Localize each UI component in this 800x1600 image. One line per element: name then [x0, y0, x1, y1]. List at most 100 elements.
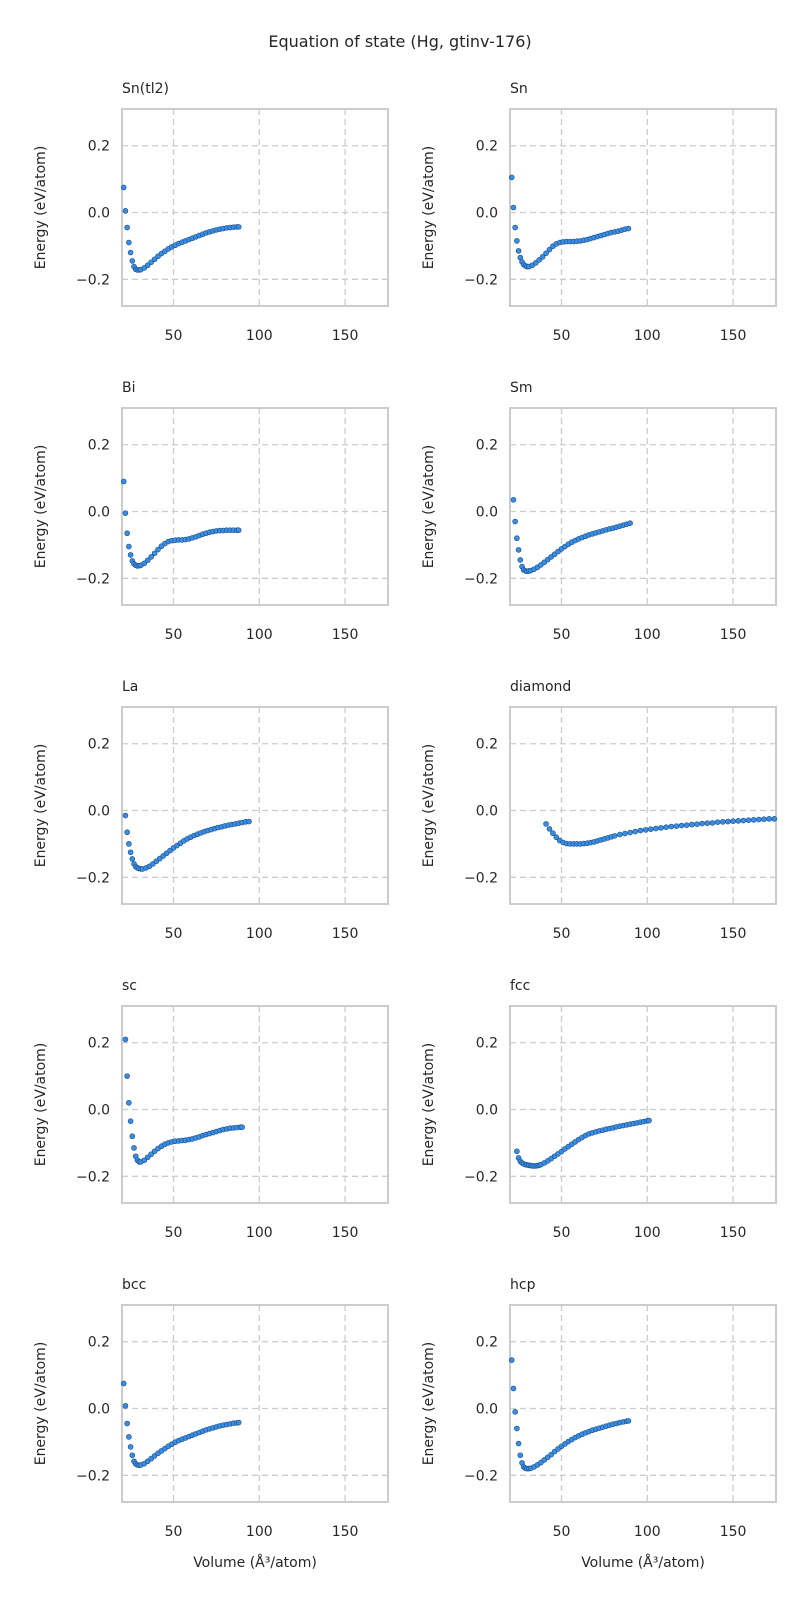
x-tick-label: 100: [246, 627, 273, 643]
data-points: [122, 812, 252, 872]
data-point: [699, 820, 706, 827]
data-points: [120, 184, 242, 273]
y-tick-label: 0.2: [476, 139, 498, 155]
data-point: [124, 1073, 130, 1079]
data-point: [239, 1124, 245, 1131]
y-tick-label: 0.0: [88, 1402, 110, 1418]
data-point: [514, 535, 520, 542]
data-point: [771, 816, 778, 822]
x-tick-label: 150: [720, 1524, 747, 1540]
data-points: [122, 1036, 245, 1165]
y-axis-label: Energy (eV/atom): [421, 1043, 437, 1167]
data-points: [514, 1117, 652, 1169]
y-tick-label: −0.2: [464, 1169, 498, 1185]
y-axis-label: Energy (eV/atom): [421, 146, 437, 270]
x-tick-label: 150: [332, 926, 359, 942]
data-points: [543, 816, 778, 847]
data-point: [512, 1409, 518, 1415]
y-axis-label: Energy (eV/atom): [33, 445, 49, 569]
axes-frame: [509, 1005, 777, 1204]
data-point: [124, 224, 130, 231]
data-point: [144, 557, 151, 564]
x-tick-label: 50: [553, 1524, 571, 1540]
data-point: [714, 819, 721, 825]
axes-frame: [121, 706, 389, 905]
subplot-la: La 50 100 150 0.2 0.0 −0.2 Energy (eV/atom): [33, 679, 389, 942]
data-point: [122, 1036, 129, 1043]
subplot-sn: Sn 50 100 150 0.2 0.0 −0.2 Energy (eV/atom): [421, 81, 777, 344]
x-tick-label: 100: [634, 1225, 661, 1241]
axes-frame: [121, 407, 389, 606]
data-point: [673, 823, 680, 830]
data-point: [625, 225, 632, 232]
subplot-title: sc: [122, 978, 137, 994]
subplot-diamond: diamond 50 100 150 0.2 0.0 −0.2 Energy (eV/atom…: [421, 679, 778, 942]
data-point: [725, 818, 731, 825]
data-point: [126, 543, 132, 550]
y-tick-label: −0.2: [76, 571, 110, 587]
data-points: [120, 1380, 242, 1469]
data-point: [689, 821, 695, 828]
x-tick-label: 100: [246, 1524, 273, 1540]
y-axis-label: Energy (eV/atom): [33, 146, 49, 270]
data-point: [126, 239, 132, 246]
subplot-title: fcc: [510, 978, 530, 994]
subplot-fcc: fcc 50 100 150 0.2 0.0 −0.2 Energy (eV/atom): [421, 978, 777, 1241]
y-tick-label: 0.0: [88, 804, 110, 820]
data-point: [627, 520, 633, 526]
data-point: [129, 258, 136, 264]
data-point: [625, 1418, 632, 1424]
data-point: [129, 856, 136, 862]
x-tick-label: 100: [246, 1225, 273, 1241]
y-tick-label: 0.0: [476, 505, 498, 521]
y-tick-label: −0.2: [464, 272, 498, 288]
data-point: [539, 254, 546, 260]
subplot-bcc: bcc 50 100 150 0.2 0.0 −0.2 Energy (eV/atom) Vol…: [33, 1277, 389, 1571]
data-point: [127, 849, 134, 856]
y-tick-label: 0.2: [88, 438, 110, 454]
data-point: [517, 557, 524, 563]
x-tick-label: 150: [720, 926, 747, 942]
x-axis-label: Volume (Å³/atom): [193, 1554, 317, 1571]
x-tick-label: 50: [553, 1225, 571, 1241]
x-tick-label: 100: [246, 926, 273, 942]
y-tick-label: −0.2: [76, 1468, 110, 1484]
data-point: [129, 1452, 136, 1459]
axes-frame: [509, 108, 777, 307]
data-point: [122, 812, 129, 819]
y-tick-label: 0.2: [88, 737, 110, 753]
data-point: [120, 184, 127, 191]
data-point: [512, 518, 518, 525]
data-point: [663, 824, 669, 831]
data-point: [517, 1452, 524, 1459]
y-tick-label: 0.2: [88, 139, 110, 155]
x-tick-label: 50: [165, 1225, 183, 1241]
data-point: [122, 1403, 129, 1409]
y-tick-label: 0.0: [88, 505, 110, 521]
y-tick-label: −0.2: [76, 1169, 110, 1185]
data-point: [653, 825, 659, 832]
subplot-hcp: hcp 50 100 150 0.2 0.0 −0.2 Energy (eV/atom) Vol…: [421, 1277, 777, 1571]
data-points: [120, 478, 242, 569]
data-point: [151, 550, 158, 557]
subplot-sm: Sm 50 100 150 0.2 0.0 −0.2 Energy (eV/atom): [421, 380, 777, 643]
subplot-title: La: [122, 679, 138, 695]
y-axis-label: Energy (eV/atom): [421, 445, 437, 569]
data-point: [647, 826, 654, 833]
data-points: [508, 1357, 632, 1472]
data-point: [127, 552, 134, 558]
data-point: [122, 208, 129, 214]
data-points: [510, 497, 633, 575]
y-tick-label: −0.2: [464, 1468, 498, 1484]
data-point: [642, 827, 649, 833]
data-point: [550, 830, 556, 837]
subplot-title: Sn(tl2): [122, 81, 169, 97]
data-point: [756, 816, 762, 823]
data-point: [735, 818, 742, 824]
data-point: [124, 530, 130, 537]
data-point: [730, 818, 736, 824]
data-point: [668, 823, 675, 830]
data-point: [512, 224, 518, 231]
x-tick-label: 50: [165, 627, 183, 643]
y-tick-label: 0.0: [476, 1103, 498, 1119]
